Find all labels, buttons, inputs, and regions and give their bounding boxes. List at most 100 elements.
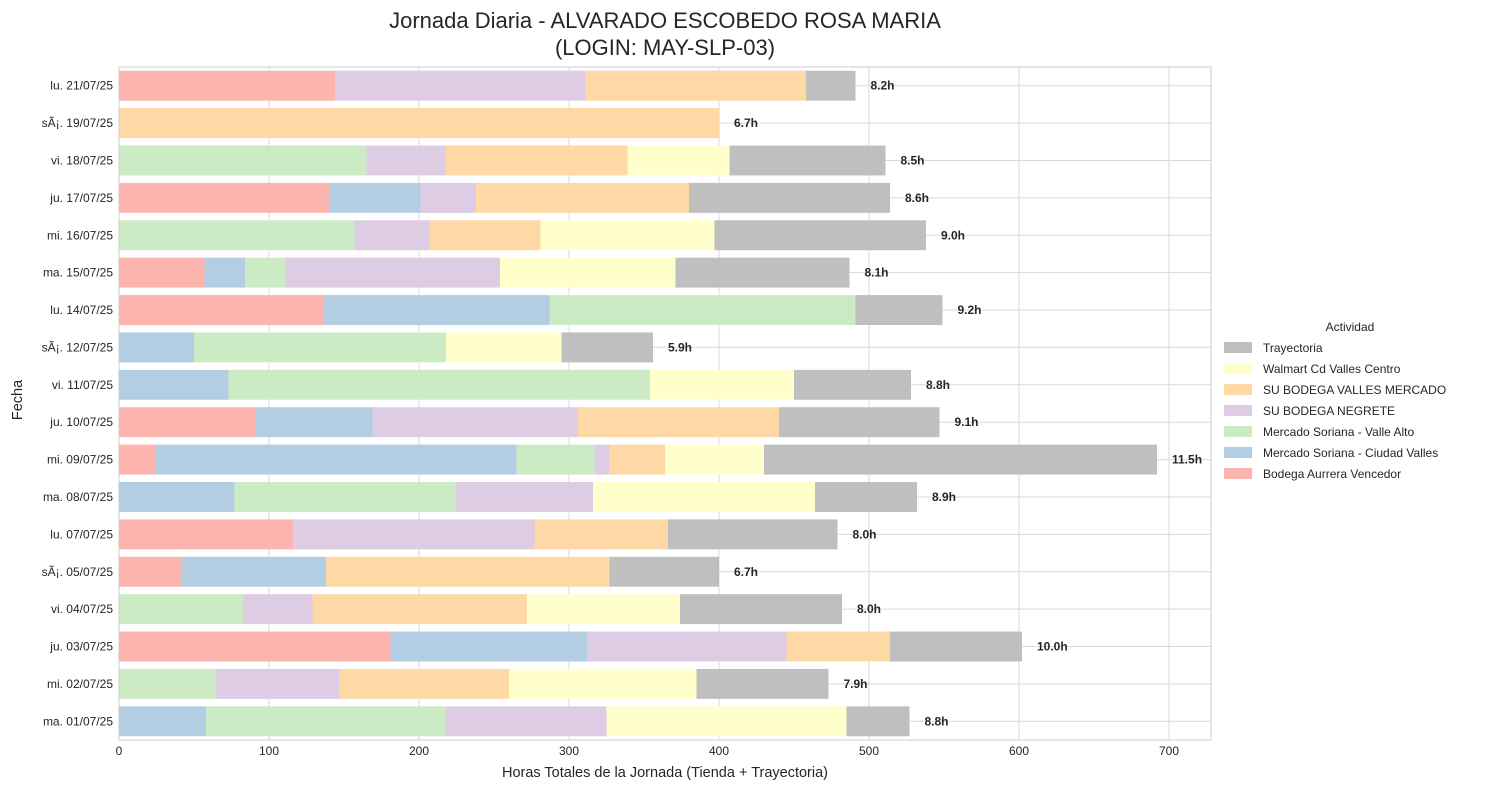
y-tick-label: mi. 02/07/25 [47,677,113,691]
bar-segment [446,332,562,363]
bar-segment [476,182,689,213]
bar-segment [119,556,182,587]
y-tick-label: mi. 16/07/25 [47,228,113,242]
bar-total-label: 9.1h [955,415,979,429]
bar-segment [323,295,550,325]
bar-segment [509,668,697,699]
bar-segment [665,444,764,475]
y-tick-label: vi. 18/07/25 [51,153,113,167]
y-tick-label: ju. 10/07/25 [49,415,113,429]
x-tick-label: 400 [709,744,729,758]
bar-segment [806,70,856,101]
bar-total-label: 8.8h [926,378,950,392]
bar-total-label: 7.9h [844,677,868,691]
y-tick-label: ma. 15/07/25 [43,266,113,280]
y-tick-label: sÃ¡. 19/07/25 [42,116,114,130]
bar-segment [119,295,323,325]
bar-total-label: 11.5h [1172,453,1202,467]
x-tick-label: 200 [409,744,429,758]
bar-total-label: 9.2h [958,303,982,317]
y-tick-label: ma. 01/07/25 [43,714,113,728]
x-tick-label: 600 [1009,744,1029,758]
bar-segment [527,594,680,625]
bar-segment [182,556,326,587]
y-tick-label: vi. 11/07/25 [52,378,113,392]
y-tick-label: ma. 08/07/25 [43,490,113,504]
legend-entry: SU BODEGA NEGRETE [1263,404,1395,418]
bar-segment [540,220,715,251]
bar-segment [119,482,235,512]
bar-segment [194,332,446,363]
bar-segment [390,631,587,662]
bar-segment [429,220,541,251]
bar-segment [729,145,886,176]
bar-segment [119,706,206,737]
bar-segment [216,668,340,699]
bar-segment [119,182,329,213]
bar-segment [500,257,676,288]
bar-segment [339,668,509,699]
bar-segment [119,257,205,288]
legend-swatch [1224,342,1252,353]
bar-segment [696,668,829,699]
bar-segment [890,631,1022,662]
bar-segment [627,145,730,176]
bar-segment [204,257,245,288]
bar-segment [578,407,779,438]
bar-segment [255,407,373,438]
bar-segment [675,257,850,288]
x-tick-label: 700 [1159,744,1179,758]
bar-segment [456,482,593,512]
legend-entry: Bodega Aurrera Vencedor [1263,467,1401,481]
bar-segment [561,332,653,363]
bar-segment [680,594,842,625]
y-tick-label: ju. 03/07/25 [49,640,113,654]
bar-segment [119,519,293,550]
y-axis-label: Fecha [10,379,26,420]
bar-segment [354,220,430,251]
bar-total-label: 5.9h [668,340,692,354]
bar-segment [243,594,313,625]
bar-segment [585,70,806,101]
bar-segment [593,482,815,512]
legend-entry: Mercado Soriana - Ciudad Valles [1263,446,1438,460]
legend-swatch [1224,384,1252,395]
y-tick-label: mi. 09/07/25 [47,453,113,467]
y-tick-label: sÃ¡. 12/07/25 [42,340,114,354]
bar-segment [794,369,911,400]
x-axis-label: Horas Totales de la Jornada (Tienda + Tr… [502,765,828,781]
bar-segment [516,444,595,475]
legend-swatch [1224,363,1252,374]
x-tick-label: 500 [859,744,879,758]
bar-segment [779,407,940,438]
x-tick-label: 0 [116,744,123,758]
bar-segment [609,556,719,587]
bar-segment [119,220,355,251]
bar-segment [534,519,668,550]
bar-total-label: 8.1h [865,266,889,280]
y-tick-label: lu. 21/07/25 [50,79,113,93]
y-tick-label: sÃ¡. 05/07/25 [42,565,114,579]
bar-segment [119,145,367,176]
bar-total-label: 10.0h [1037,640,1068,654]
x-tick-label: 100 [259,744,279,758]
bar-segment [420,182,476,213]
bar-segment [206,706,446,737]
bar-segment [366,145,446,176]
chart-title: Jornada Diaria - ALVARADO ESCOBEDO ROSA … [389,8,941,33]
y-tick-label: vi. 04/07/25 [51,602,113,616]
bar-segment [786,631,890,662]
legend-title: Actividad [1326,320,1375,334]
legend-entry: Walmart Cd Valles Centro [1263,362,1401,376]
bar-segment [606,706,847,737]
bar-total-label: 6.7h [734,116,758,130]
bar-segment [326,556,610,587]
bar-segment [372,407,578,438]
bar-segment [285,257,500,288]
bar-segment [446,706,607,737]
bar-segment [119,108,719,139]
bar-total-label: 8.0h [853,527,877,541]
bar-segment [245,257,286,288]
bar-segment [293,519,535,550]
chart-subtitle: (LOGIN: MAY-SLP-03) [555,35,775,60]
